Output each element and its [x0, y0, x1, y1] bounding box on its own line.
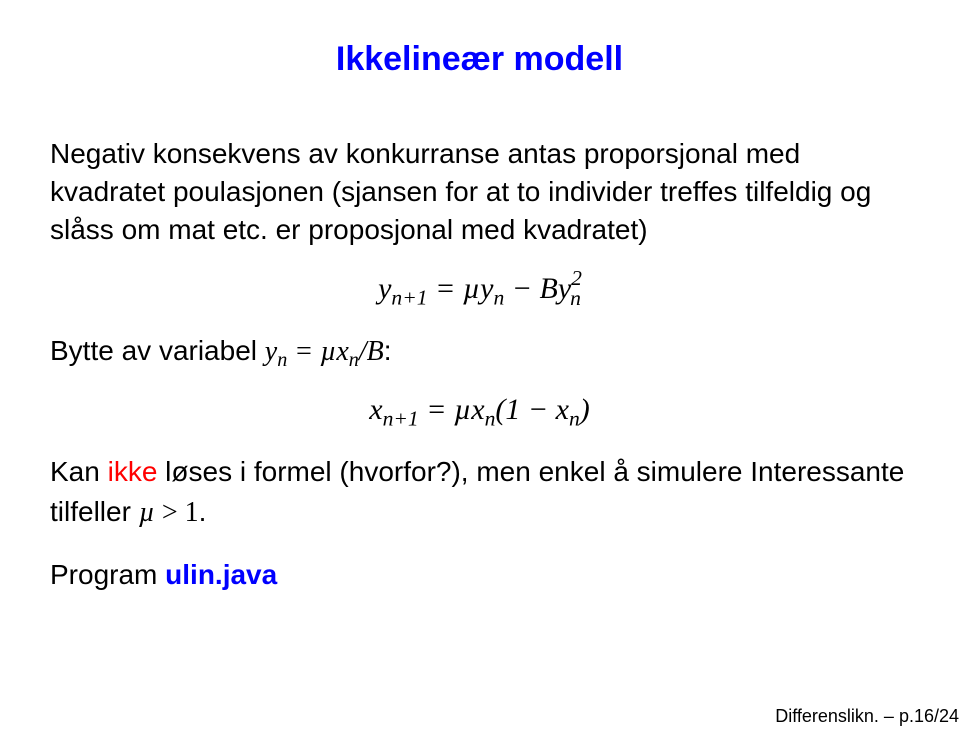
eq2-equals: = — [419, 393, 454, 426]
page-title: Ikkelineær modell — [50, 40, 909, 79]
im1-x: x — [336, 336, 348, 367]
im1-slashB: /B — [359, 336, 384, 367]
im2-gt: > — [155, 497, 185, 528]
equation-1: yn+1 = µyn − By2n — [50, 266, 909, 310]
paragraph-kan: Kan ikke løses i formel (hvorfor?), men … — [50, 452, 909, 534]
bytte-colon: : — [384, 335, 392, 366]
im1-n: n — [277, 349, 287, 371]
im2-mu: µ — [139, 497, 155, 528]
eq1-equals: = — [428, 272, 463, 305]
bytte-text: Bytte av variabel — [50, 335, 265, 366]
program-pre: Program — [50, 559, 165, 590]
eq2-lpar: (1 − — [495, 393, 555, 426]
inline-math-yn: yn = µxn/B — [265, 336, 384, 367]
im1-eq: = — [287, 336, 320, 367]
eq2-mu: µ — [454, 393, 471, 426]
eq2-sub-np1: n+1 — [383, 407, 419, 431]
paragraph-program: Program ulin.java — [50, 556, 909, 594]
paragraph-intro: Negativ konsekvens av konkurranse antas … — [50, 135, 909, 248]
kan-end: . — [199, 496, 207, 527]
eq1-sub-n: n — [493, 286, 504, 310]
eq2-x3: x — [556, 393, 569, 426]
page-footer: Differenslikn. – p.16/24 — [775, 706, 959, 727]
eq1-sub-n2: n — [570, 286, 581, 310]
kan-pre: Kan — [50, 456, 108, 487]
eq1-y2: y — [480, 272, 493, 305]
eq1-B: B — [540, 272, 558, 305]
equation-2: xn+1 = µxn(1 − xn) — [50, 393, 909, 431]
eq2-x2: x — [471, 393, 484, 426]
im1-y: y — [265, 336, 277, 367]
program-link[interactable]: ulin.java — [165, 559, 277, 590]
paragraph-bytte: Bytte av variabel yn = µxn/B: — [50, 331, 909, 375]
im2-one: 1 — [185, 497, 199, 528]
eq1-minus: − — [504, 272, 539, 305]
eq1-sub-np1: n+1 — [391, 286, 427, 310]
kan-red: ikke — [108, 456, 158, 487]
eq2-rpar: ) — [580, 393, 590, 426]
eq2-sub-n: n — [485, 407, 496, 431]
inline-math-mu: µ > 1 — [139, 497, 199, 528]
eq2-x: x — [369, 393, 382, 426]
eq2-sub-n2: n — [569, 407, 580, 431]
eq1-y: y — [378, 272, 391, 305]
eq1-mu: µ — [463, 272, 480, 305]
im1-mu: µ — [320, 336, 336, 367]
im1-n2: n — [349, 349, 359, 371]
